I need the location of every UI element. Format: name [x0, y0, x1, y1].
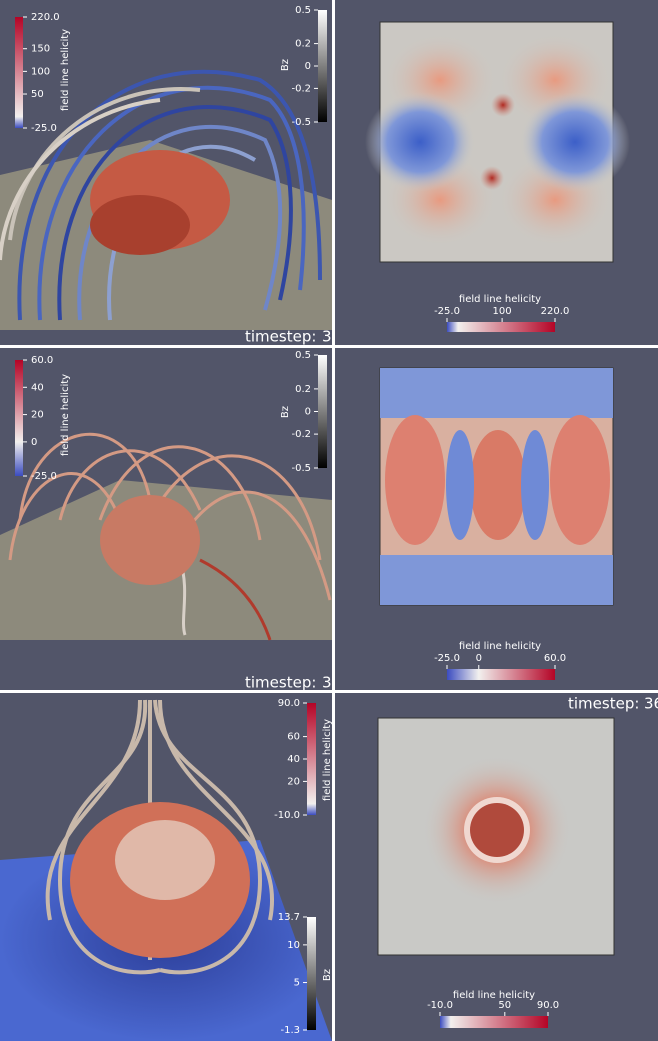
render-3d [0, 699, 332, 1041]
tick-label: -25.0 [31, 123, 57, 134]
tick-label: 150 [31, 44, 50, 55]
tick-label: -0.5 [291, 117, 311, 128]
tick-label: 60 [287, 732, 300, 743]
tick-label: -0.2 [291, 429, 311, 440]
colorbar-title: field line helicity [459, 294, 541, 305]
tick-label: -10.0 [274, 810, 300, 821]
tick-label: 0 [31, 437, 37, 448]
colorbar [318, 355, 327, 468]
tick-label: 60.0 [544, 653, 566, 664]
tick-label: 90.0 [537, 1000, 559, 1011]
colorbar-title: field line helicity [60, 374, 71, 456]
timestep-value: 3 [322, 328, 332, 346]
render-3d [0, 69, 332, 330]
colorbar [440, 1016, 548, 1028]
tick-label: 100 [31, 66, 50, 77]
tick-label: -1.3 [280, 1025, 300, 1036]
tick-label: 10 [287, 940, 300, 951]
render-3d [0, 432, 332, 641]
tick-label: 5 [294, 978, 300, 989]
tick-label: -25.0 [31, 471, 57, 482]
tick-label: 100 [493, 306, 512, 317]
tick-label: -25.0 [434, 306, 460, 317]
helicity-map [377, 717, 615, 956]
colorbar [15, 360, 23, 476]
tick-label: 90.0 [278, 698, 300, 709]
colorbar-title: field line helicity [453, 990, 535, 1001]
tick-label: 0.5 [295, 5, 311, 16]
tick-label: 13.7 [278, 912, 300, 923]
colorbar [318, 10, 327, 122]
helicity-map [379, 367, 614, 606]
tick-label: -0.5 [291, 463, 311, 474]
tick-label: 0 [476, 653, 482, 664]
colorbar-title: Bz [280, 59, 291, 71]
timestep-label: timestep: [568, 695, 639, 713]
colorbar-title: field line helicity [459, 641, 541, 652]
tick-label: 0.5 [295, 350, 311, 361]
tick-label: -25.0 [434, 653, 460, 664]
colorbar-title: Bz [322, 969, 333, 981]
tick-label: 20 [287, 776, 300, 787]
tick-label: 0 [305, 61, 311, 72]
colorbar [307, 703, 316, 815]
tick-label: -0.2 [291, 83, 311, 94]
tick-label: -10.0 [427, 1000, 453, 1011]
tick-label: 40 [31, 382, 44, 393]
tick-label: 40 [287, 754, 300, 765]
tick-label: 20 [31, 410, 44, 421]
helicity-map [365, 21, 630, 263]
tick-label: 220.0 [541, 306, 570, 317]
tick-label: 220.0 [31, 12, 60, 23]
tick-label: 0 [305, 407, 311, 418]
colorbar [447, 322, 555, 332]
colorbar [307, 917, 316, 1030]
tick-label: 50 [498, 1000, 511, 1011]
tick-label: 0.2 [295, 384, 311, 395]
timestep-label: timestep: [245, 674, 316, 692]
timestep-value: 3 [322, 674, 332, 692]
colorbar-title: field line helicity [322, 719, 333, 801]
colorbar [447, 669, 555, 680]
timestep-value: 36 [644, 695, 658, 713]
colorbar-title: Bz [280, 406, 291, 418]
tick-label: 60.0 [31, 355, 53, 366]
colorbar-title: field line helicity [60, 29, 71, 111]
colorbar [15, 17, 23, 128]
tick-label: 0.2 [295, 39, 311, 50]
timestep-label: timestep: [245, 328, 316, 346]
tick-label: 50 [31, 89, 44, 100]
